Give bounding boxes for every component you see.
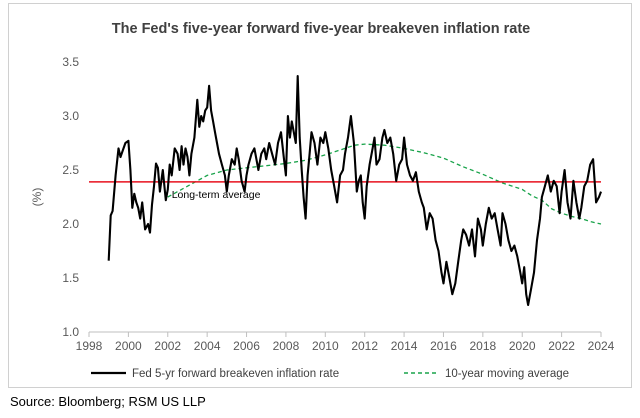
x-tick-label: 2012 bbox=[351, 339, 378, 353]
chart-canvas: 1.0 1.5 2.0 2.5 3.0 3.5 1998 2000 2002 2004 2006 20… bbox=[30, 55, 615, 380]
y-tick-label: 1.5 bbox=[62, 271, 79, 285]
series-line-moving-average bbox=[167, 143, 602, 225]
x-tick-label: 2020 bbox=[509, 339, 536, 353]
chart-title: The Fed's five-year forward five-year br… bbox=[111, 21, 531, 37]
x-tick-label: 2016 bbox=[430, 339, 457, 353]
x-tick-label: 2024 bbox=[588, 339, 615, 353]
x-tick-label: 2008 bbox=[273, 339, 300, 353]
x-tick-label: 2002 bbox=[154, 339, 181, 353]
x-tick-label: 1998 bbox=[76, 339, 103, 353]
y-tick-label: 3.0 bbox=[62, 109, 79, 123]
y-tick-label: 2.0 bbox=[62, 217, 79, 231]
x-tick-label: 2022 bbox=[548, 339, 575, 353]
x-tick-label: 2014 bbox=[391, 339, 418, 353]
y-tick-label: 3.5 bbox=[62, 55, 79, 69]
x-tick-label: 2006 bbox=[233, 339, 260, 353]
x-tick-label: 2018 bbox=[469, 339, 496, 353]
y-tick-label: 2.5 bbox=[62, 163, 79, 177]
x-tick-label: 2010 bbox=[312, 339, 339, 353]
x-tick-label: 2000 bbox=[115, 339, 142, 353]
long-term-average-label: Long-term average bbox=[172, 189, 261, 201]
chart-frame: The Fed's five-year forward five-year br… bbox=[8, 3, 632, 388]
legend-label-breakeven: Fed 5-yr forward breakeven inflation rat… bbox=[132, 368, 339, 380]
series-line-breakeven bbox=[107, 74, 602, 307]
y-axis-label: (%) bbox=[30, 188, 44, 207]
source-note: Source: Bloomberg; RSM US LLP bbox=[10, 394, 206, 409]
y-tick-label: 1.0 bbox=[62, 325, 79, 339]
legend-label-moving-average: 10-year moving average bbox=[445, 368, 569, 380]
x-tick-label: 2004 bbox=[194, 339, 221, 353]
